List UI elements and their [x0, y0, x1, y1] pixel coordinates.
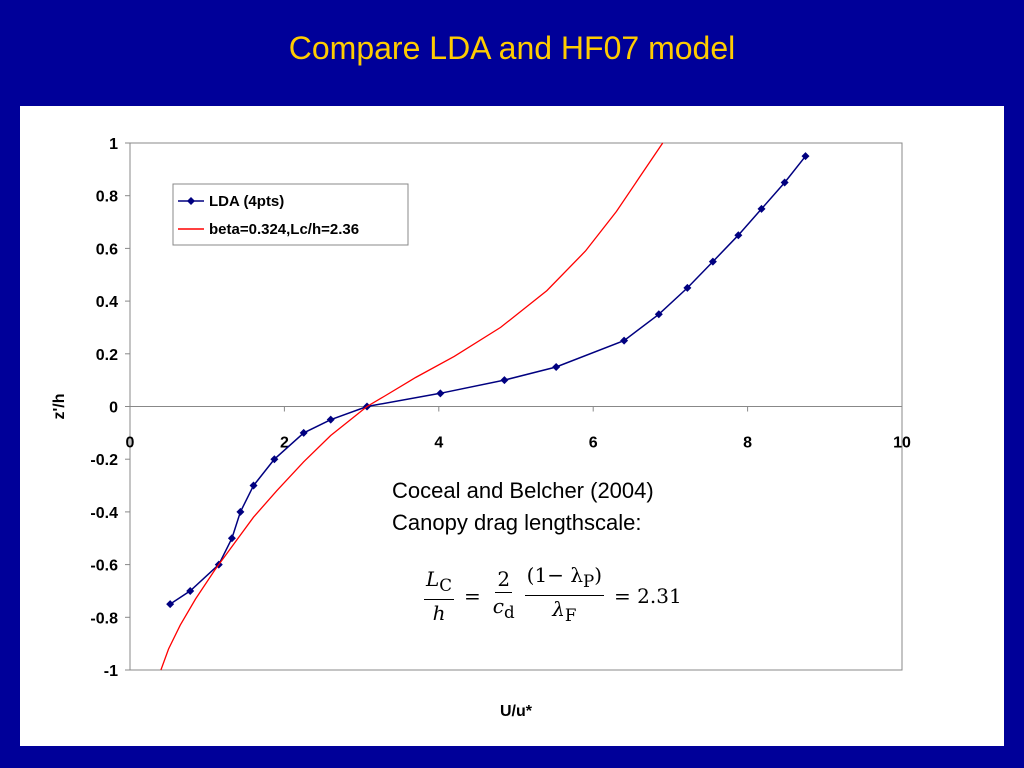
lda-data-point: [683, 283, 692, 292]
y-axis-title: z'/h: [51, 393, 68, 419]
drag-lengthscale-formula: LC h = 2 cd (1− λP) λF = 2.31: [420, 562, 688, 629]
x-tick-label: 0: [126, 435, 135, 452]
formula-lhs-num: L: [426, 566, 440, 591]
x-tick-label: 10: [893, 435, 911, 452]
lda-data-point: [227, 534, 236, 543]
x-tick-label: 2: [280, 435, 289, 452]
lda-data-point: [436, 389, 445, 398]
lda-data-point: [780, 178, 789, 187]
annotation-caption: Canopy drag lengthscale:: [392, 510, 642, 535]
x-tick-label: 4: [434, 435, 443, 452]
model-series-line: [160, 142, 664, 671]
formula-coef-fraction: 2 cd: [491, 566, 517, 626]
lda-data-point: [757, 204, 766, 213]
formula-equals: =: [464, 583, 481, 608]
formula-lambda-num-sub: P: [583, 572, 595, 591]
y-tick-label: 1: [109, 136, 118, 153]
formula-coef-den: c: [492, 593, 504, 618]
x-tick-label: 8: [743, 435, 752, 452]
y-tick-label: 0.6: [96, 241, 118, 258]
y-tick-label: -0.2: [90, 452, 118, 469]
lda-data-point: [620, 336, 629, 345]
lda-data-point: [801, 152, 810, 161]
y-tick-label: -0.6: [90, 558, 118, 575]
formula-lambda-den: λ: [552, 597, 565, 621]
lda-data-point: [552, 362, 561, 371]
y-tick-label: 0.4: [96, 294, 118, 311]
chart-svg: 1 0.8 0.6 0.4 0.2 0 -0.2 -0.4 -0.6 -0.8 -1 0 2 4 6 8 10 U…: [51, 136, 911, 720]
lda-data-point: [734, 231, 743, 240]
reference-citation: Coceal and Belcher (2004): [392, 478, 654, 503]
lda-data-point: [270, 455, 279, 464]
formula-lambda-num: (1− λ: [526, 563, 583, 587]
lda-data-point: [236, 507, 245, 516]
lda-data-point: [166, 600, 175, 609]
chart-panel: 1 0.8 0.6 0.4 0.2 0 -0.2 -0.4 -0.6 -0.8 -1 0 2 4 6 8 10 U…: [20, 106, 1004, 746]
lda-data-point: [708, 257, 717, 266]
x-tick-label: 6: [589, 435, 598, 452]
legend-swatch-marker: [187, 197, 195, 205]
y-tick-label: -0.8: [90, 610, 118, 627]
y-tick-label: -0.4: [90, 505, 118, 522]
y-tick-label: 0.2: [96, 347, 118, 364]
slide-title: Compare LDA and HF07 model: [288, 30, 736, 66]
x-axis-title: U/u*: [500, 703, 533, 720]
lda-data-point: [654, 310, 663, 319]
formula-lhs-fraction: LC h: [424, 566, 455, 626]
lda-data-point: [500, 376, 509, 385]
legend-label: beta=0.324,Lc/h=2.36: [209, 221, 359, 238]
y-tick-label: 0.8: [96, 189, 118, 206]
legend-box: [172, 183, 409, 246]
y-tick-label: 0: [109, 400, 118, 417]
legend-label: LDA (4pts): [209, 193, 284, 210]
lda-data-point: [249, 481, 258, 490]
formula-lambda-den-sub: F: [564, 606, 577, 625]
formula-lambda-fraction: (1− λP) λF: [524, 562, 605, 629]
formula-coef-den-sub: d: [504, 602, 515, 622]
formula-coef-num: 2: [495, 566, 513, 593]
formula-lambda-num-close: ): [594, 563, 603, 587]
formula-lhs-den: h: [432, 600, 446, 625]
y-tick-label: -1: [104, 663, 118, 680]
formula-result: = 2.31: [614, 583, 682, 608]
lda-data-point: [326, 415, 335, 424]
lda-data-point: [186, 586, 195, 595]
formula-lhs-num-sub: C: [439, 575, 453, 595]
lda-data-point: [299, 428, 308, 437]
